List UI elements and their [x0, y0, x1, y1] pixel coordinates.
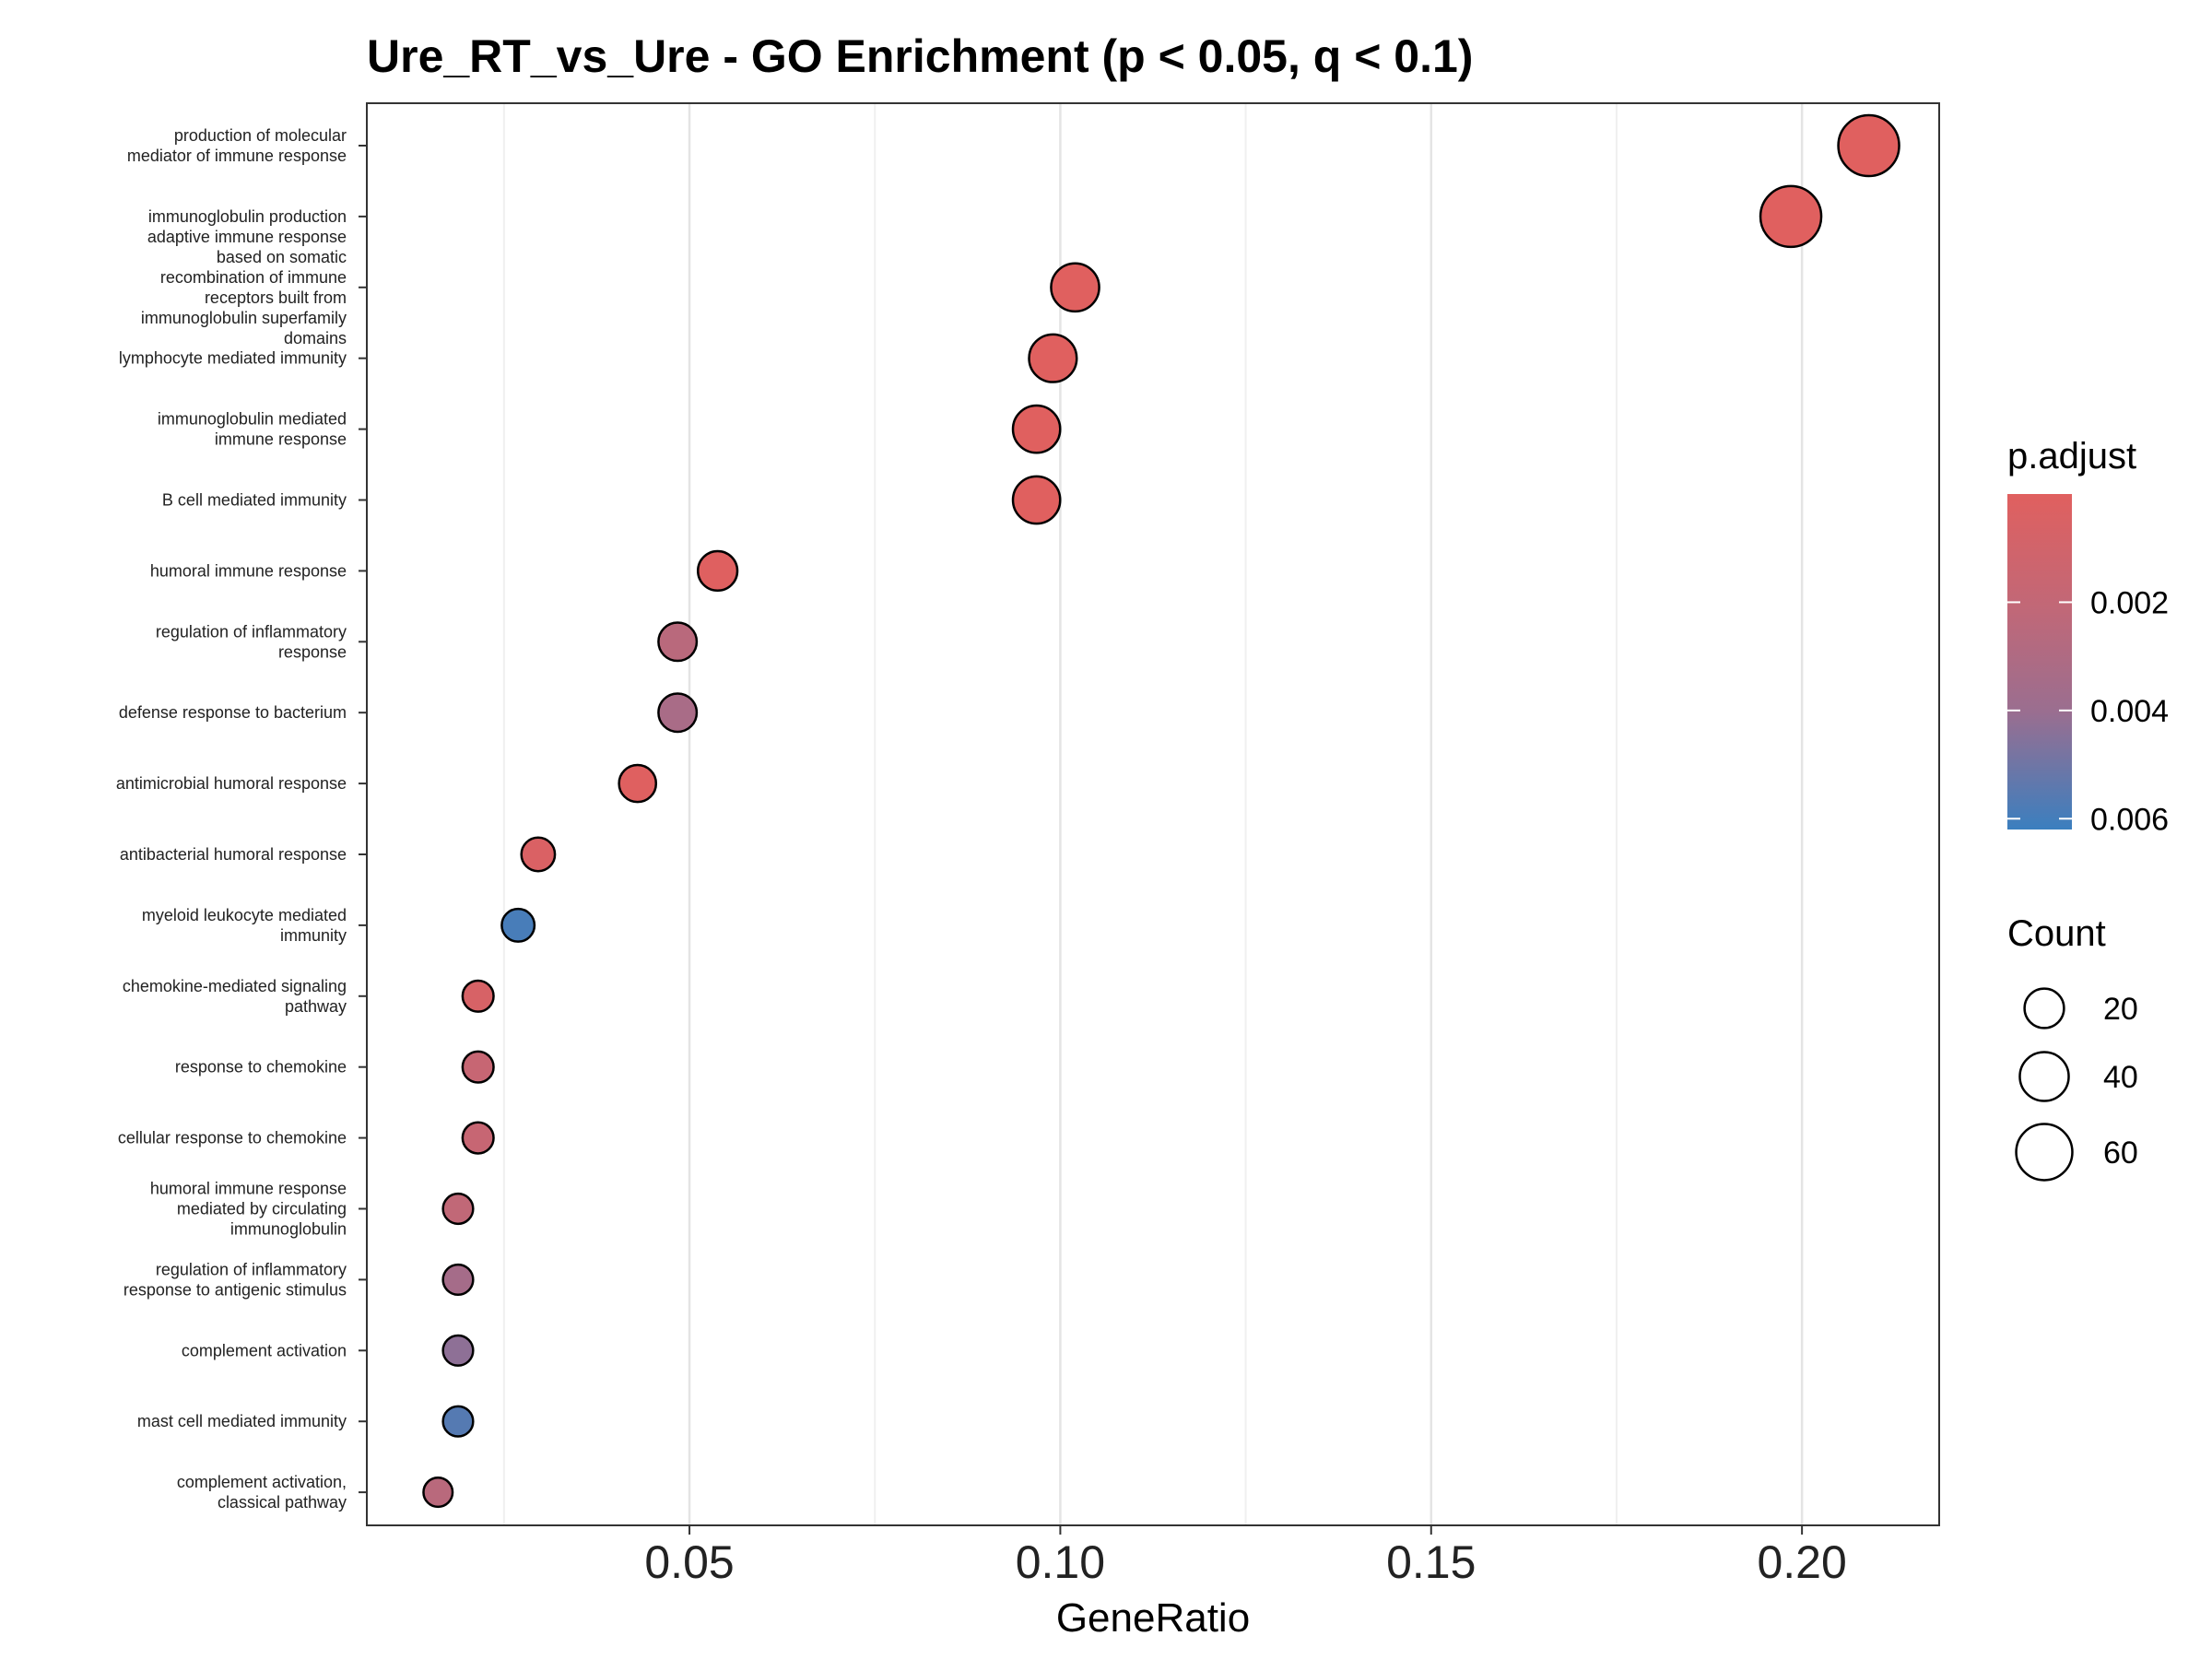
data-point: [500, 907, 536, 943]
data-point: [1837, 113, 1900, 178]
data-point: [696, 549, 739, 593]
y-tick-label: immunoglobulin production: [148, 207, 347, 226]
x-tick-label: 0.05: [644, 1536, 734, 1588]
y-tick-label: complement activation: [182, 1341, 347, 1359]
count-legend-circle: [2015, 1123, 2074, 1182]
count-legend-title: Count: [2007, 913, 2106, 954]
data-point: [461, 979, 495, 1013]
y-tick-label: antibacterial humoral response: [120, 845, 347, 864]
x-tick-label: 0.10: [1016, 1536, 1105, 1588]
data-point: [657, 621, 699, 663]
y-tick-label: complement activation, classical pathway: [177, 1473, 347, 1512]
y-tick-label: lymphocyte mediated immunity: [119, 349, 347, 368]
p-adjust-legend: p.adjust 0.002 0.004 0.006: [2007, 436, 2169, 837]
y-tick-label: defense response to bacterium: [119, 703, 347, 722]
data-point: [1011, 475, 1062, 525]
data-point: [1028, 333, 1078, 383]
data-point: [441, 1334, 475, 1367]
data-point: [422, 1477, 454, 1509]
data-point: [461, 1121, 495, 1155]
p-adjust-legend-title: p.adjust: [2007, 436, 2136, 477]
chart-title: Ure_RT_vs_Ure - GO Enrichment (p < 0.05,…: [367, 30, 1473, 82]
p-adjust-colorbar: [2007, 494, 2072, 830]
count-legend-label: 20: [2103, 992, 2138, 1027]
y-tick-label: cellular response to chemokine: [118, 1129, 347, 1147]
colorbar-label: 0.004: [2090, 694, 2169, 729]
y-axis-labels: production of molecular mediator of immun…: [116, 126, 367, 1512]
y-tick-label: humoral immune response: [150, 561, 347, 580]
y-tick-label: response to chemokine: [175, 1058, 347, 1077]
p-adjust-legend-ticks: 0.002 0.004 0.006: [2007, 585, 2169, 837]
colorbar-label: 0.002: [2090, 585, 2169, 620]
panel-border: [366, 102, 1940, 1526]
y-tick-label: immunoglobulin mediated immune response: [158, 410, 347, 449]
x-tick-label: 0.20: [1757, 1536, 1846, 1588]
y-tick-label: mast cell mediated immunity: [137, 1412, 347, 1430]
data-point: [1011, 404, 1062, 454]
y-tick-label: antimicrobial humoral response: [116, 774, 347, 793]
data-point: [461, 1050, 495, 1084]
y-tick-label: production of molecular mediator of immun…: [127, 126, 347, 165]
data-point: [618, 763, 658, 804]
data-point: [1759, 184, 1823, 249]
y-tick-label: regulation of inflammatory response to an…: [124, 1260, 347, 1299]
data-point: [441, 1263, 475, 1296]
count-legend-items: 20 40 60: [2015, 987, 2138, 1182]
plot-panel: [366, 102, 1940, 1526]
y-tick-label: regulation of inflammatory response: [156, 622, 347, 661]
count-legend-label: 40: [2103, 1060, 2138, 1095]
count-legend-circle: [2023, 987, 2065, 1030]
data-points: [422, 113, 1900, 1509]
count-legend-circle: [2018, 1051, 2070, 1102]
y-tick-label: myeloid leukocyte mediated immunity: [142, 906, 347, 945]
x-axis-ticks: 0.05 0.10 0.15 0.20: [644, 1525, 1847, 1588]
data-point: [520, 836, 557, 873]
y-tick-label: adaptive immune response based on somatic…: [141, 228, 347, 347]
data-point: [657, 692, 699, 734]
count-legend-label: 60: [2103, 1135, 2138, 1171]
x-tick-label: 0.15: [1386, 1536, 1476, 1588]
count-legend: Count 20 40 60: [2007, 913, 2138, 1182]
data-point: [441, 1405, 475, 1438]
x-axis-label: GeneRatio: [1056, 1595, 1250, 1641]
y-tick-label: humoral immune response mediated by circu…: [150, 1180, 347, 1239]
data-point: [441, 1192, 475, 1226]
y-tick-label: chemokine-mediated signaling pathway: [123, 977, 347, 1016]
y-tick-label: B cell mediated immunity: [162, 491, 347, 510]
data-point: [1050, 262, 1100, 313]
colorbar-label: 0.006: [2090, 802, 2169, 837]
